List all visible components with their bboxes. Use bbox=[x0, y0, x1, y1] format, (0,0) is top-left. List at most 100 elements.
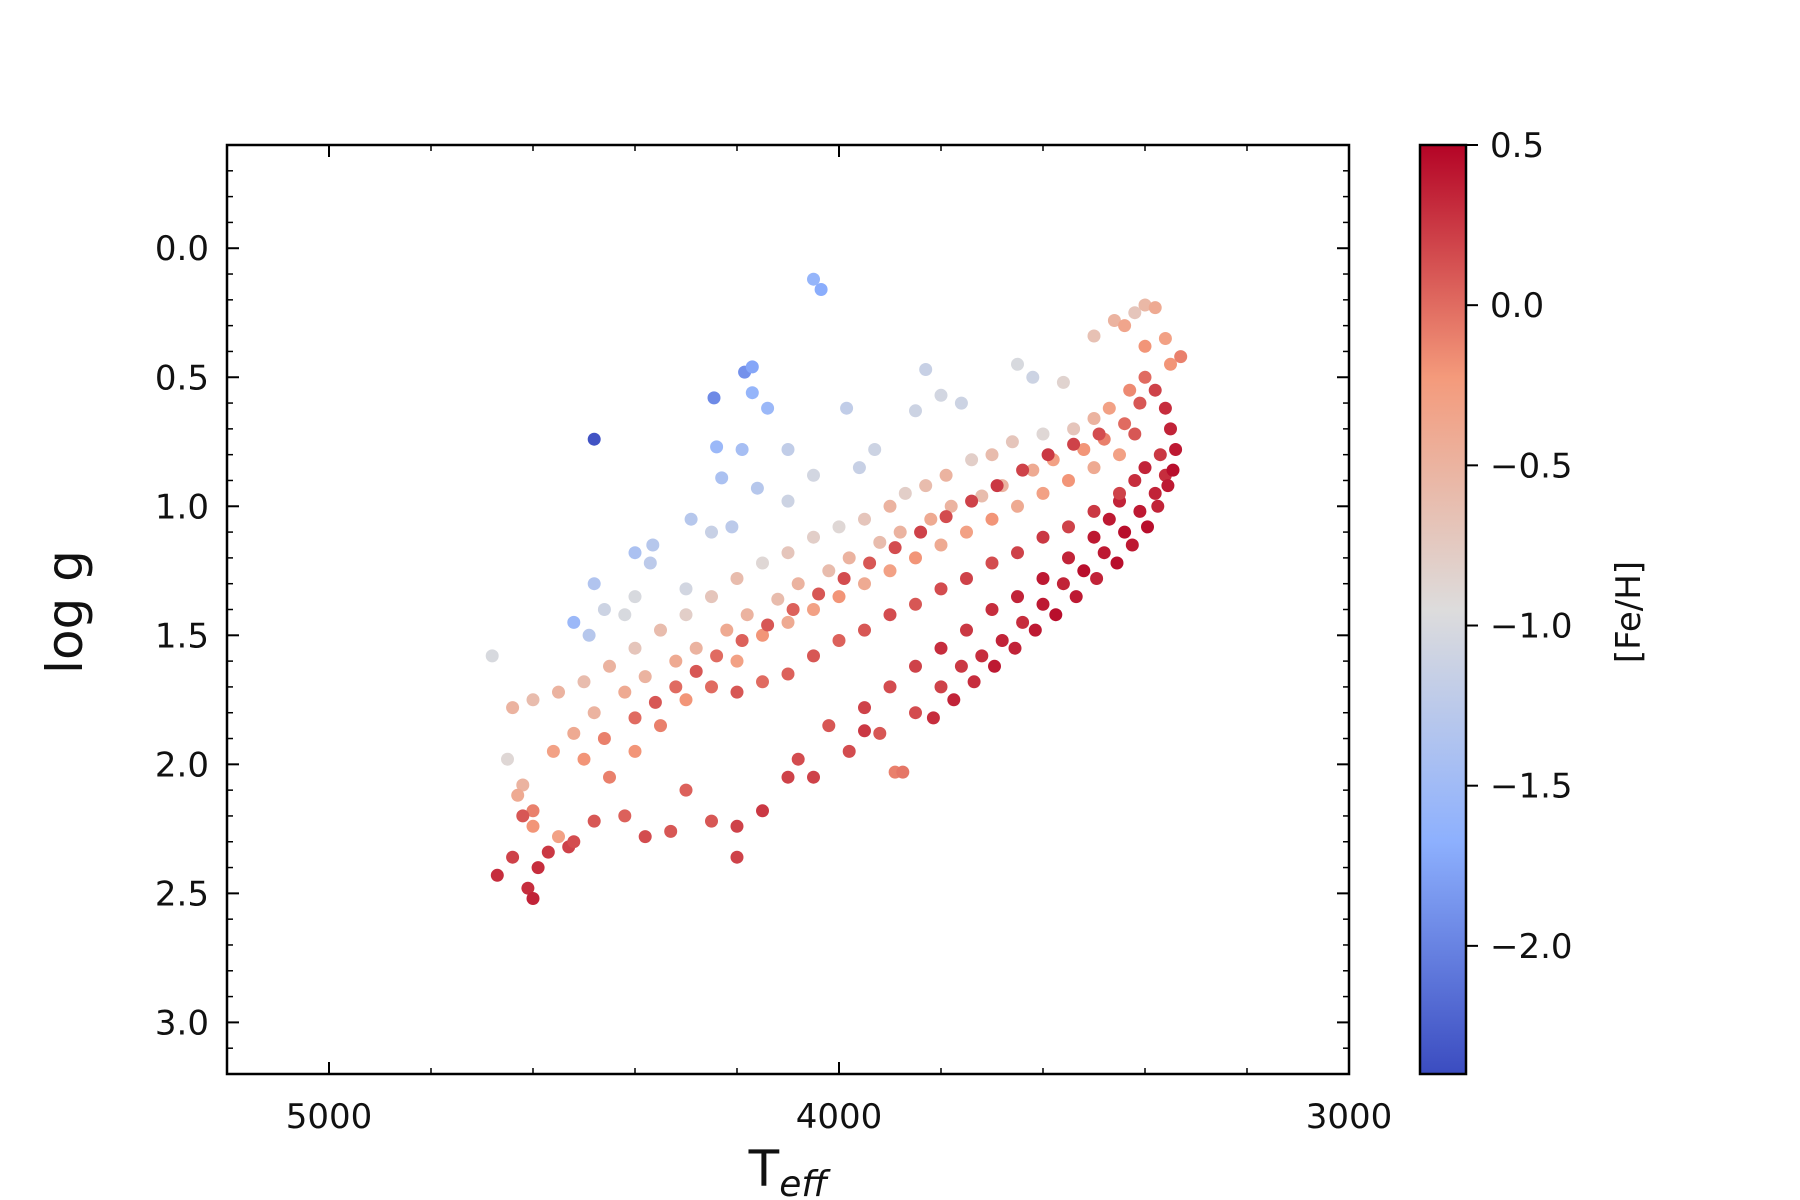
data-point bbox=[807, 649, 820, 663]
data-point bbox=[1011, 499, 1024, 513]
data-point bbox=[1069, 590, 1083, 604]
data-point bbox=[567, 615, 581, 629]
data-point bbox=[852, 461, 866, 475]
data-point bbox=[965, 453, 979, 467]
data-point bbox=[883, 499, 897, 513]
data-point bbox=[1097, 546, 1111, 560]
data-point bbox=[582, 628, 596, 642]
data-point bbox=[1062, 551, 1075, 565]
data-point bbox=[735, 443, 749, 456]
data-point bbox=[939, 510, 953, 524]
data-point bbox=[1174, 350, 1188, 364]
data-point bbox=[1128, 306, 1142, 320]
data-point bbox=[832, 590, 846, 604]
data-point bbox=[1005, 435, 1019, 449]
y-tick-label: 1.5 bbox=[155, 616, 209, 656]
colorbar-tick-label: 0.0 bbox=[1490, 286, 1544, 326]
data-point bbox=[501, 752, 514, 766]
data-point bbox=[990, 479, 1004, 493]
data-point bbox=[1049, 608, 1063, 622]
data-point bbox=[669, 680, 683, 694]
data-point bbox=[868, 443, 882, 456]
data-point bbox=[934, 641, 948, 655]
data-point bbox=[689, 664, 703, 678]
data-point bbox=[1016, 615, 1030, 629]
data-point bbox=[720, 623, 734, 637]
data-point bbox=[807, 530, 820, 544]
data-point bbox=[638, 670, 652, 684]
data-point bbox=[745, 360, 759, 374]
data-point bbox=[1164, 422, 1177, 436]
data-point bbox=[1148, 486, 1162, 500]
data-point bbox=[490, 868, 504, 882]
x-tick-label: 3000 bbox=[1306, 1097, 1393, 1137]
data-point bbox=[909, 551, 922, 565]
data-point bbox=[985, 603, 999, 616]
data-point bbox=[587, 706, 601, 720]
data-point bbox=[618, 809, 632, 823]
data-point bbox=[919, 363, 933, 376]
data-point bbox=[521, 881, 535, 895]
data-point bbox=[1087, 461, 1101, 475]
data-point bbox=[988, 659, 1001, 673]
data-point bbox=[1141, 520, 1154, 534]
data-point bbox=[1041, 448, 1055, 462]
data-point bbox=[781, 615, 795, 629]
colorbar-tick-label: −2.0 bbox=[1490, 927, 1573, 967]
data-point bbox=[791, 752, 805, 766]
data-point bbox=[1118, 525, 1132, 539]
data-point bbox=[832, 520, 846, 534]
data-point bbox=[858, 577, 871, 591]
data-point bbox=[954, 659, 968, 673]
data-point bbox=[947, 693, 961, 707]
data-point bbox=[1133, 396, 1147, 410]
data-point bbox=[1026, 370, 1040, 384]
data-point bbox=[975, 489, 989, 503]
data-point bbox=[909, 706, 922, 720]
data-point bbox=[888, 541, 902, 555]
y-tick-label: 1.0 bbox=[155, 487, 209, 527]
data-point bbox=[873, 535, 887, 549]
data-point bbox=[603, 770, 616, 784]
data-point bbox=[526, 892, 540, 905]
data-point bbox=[526, 693, 540, 707]
data-point bbox=[646, 538, 660, 552]
data-point bbox=[893, 525, 907, 539]
data-point bbox=[628, 590, 642, 604]
data-point bbox=[710, 649, 724, 663]
data-point bbox=[1113, 486, 1126, 500]
data-point bbox=[812, 587, 826, 601]
data-point bbox=[1036, 486, 1050, 500]
colorbar-tick-label: 0.5 bbox=[1490, 126, 1544, 166]
data-point bbox=[1077, 564, 1091, 578]
data-point bbox=[975, 649, 989, 663]
data-point bbox=[781, 494, 795, 508]
data-point bbox=[506, 850, 520, 864]
data-point bbox=[985, 512, 999, 526]
data-point bbox=[883, 608, 897, 622]
data-point bbox=[597, 603, 611, 616]
data-point bbox=[730, 654, 744, 668]
data-point bbox=[926, 711, 940, 725]
data-point bbox=[516, 778, 530, 792]
data-point bbox=[735, 634, 749, 647]
colorbar-tick-label: −1.0 bbox=[1490, 607, 1573, 647]
data-point bbox=[807, 272, 820, 286]
data-point bbox=[985, 448, 999, 462]
data-point bbox=[814, 283, 828, 296]
data-point bbox=[934, 388, 948, 402]
data-point bbox=[1107, 314, 1121, 327]
data-point bbox=[1158, 401, 1172, 415]
y-tick-label: 0.0 bbox=[155, 229, 209, 269]
data-point bbox=[567, 726, 581, 740]
data-point bbox=[914, 525, 928, 539]
data-point bbox=[541, 845, 555, 859]
data-point bbox=[781, 443, 795, 456]
data-point bbox=[934, 538, 948, 552]
data-point bbox=[883, 680, 897, 694]
data-point bbox=[1118, 417, 1132, 431]
data-point bbox=[679, 693, 693, 707]
data-point bbox=[842, 551, 856, 565]
colorbar-label: [Fe/H] bbox=[1609, 561, 1649, 663]
